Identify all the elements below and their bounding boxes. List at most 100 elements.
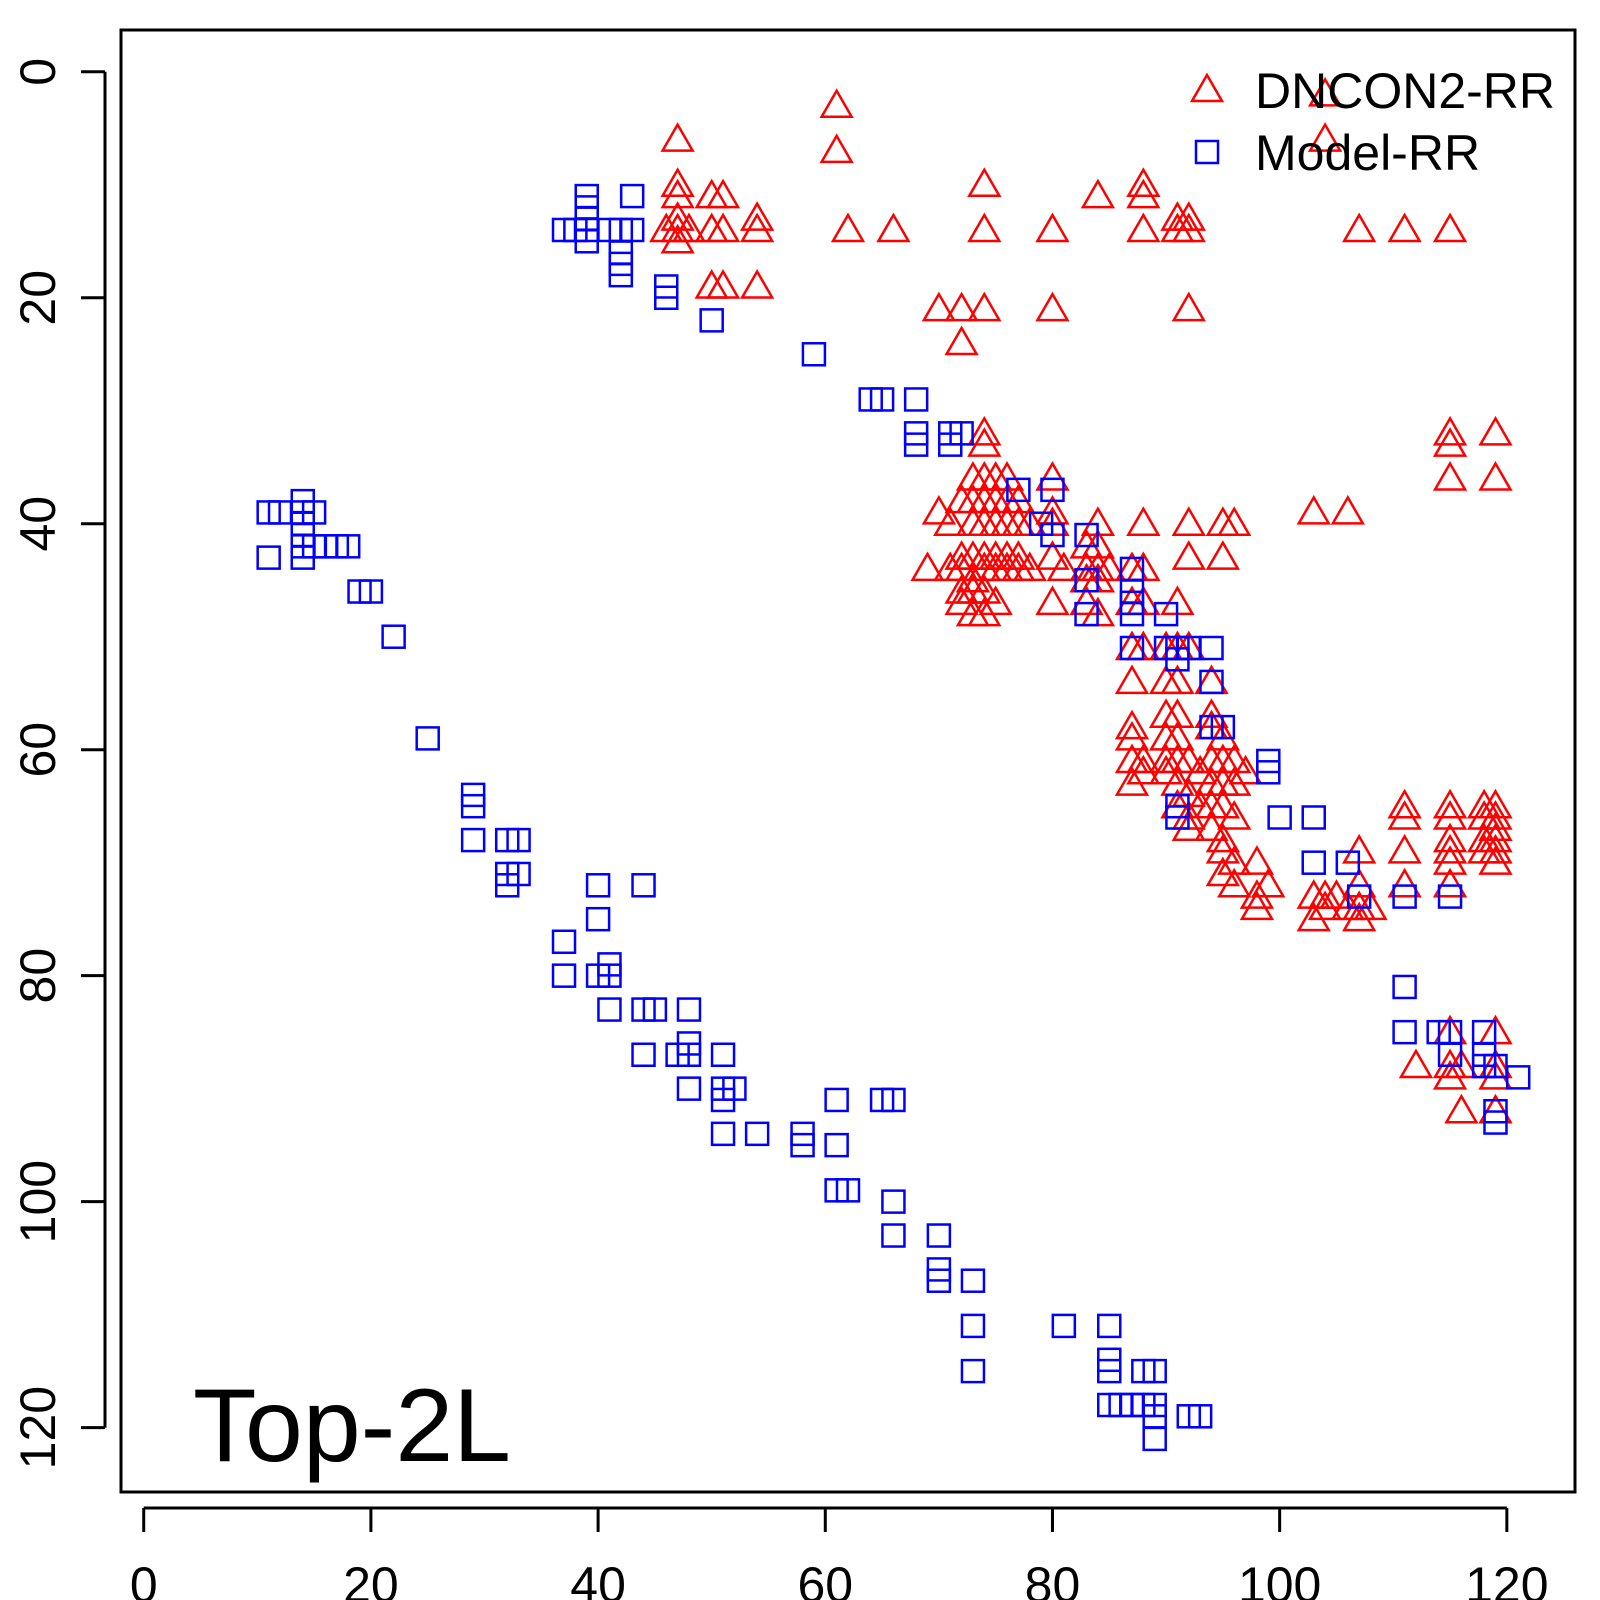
dncon2-rr-point — [660, 167, 695, 198]
dncon2-rr-point — [1296, 901, 1331, 932]
model-rr-point — [506, 827, 531, 853]
dncon2-rr-point — [1035, 291, 1070, 322]
model-rr-point — [1153, 601, 1179, 627]
model-rr-point — [256, 545, 281, 570]
model-rr-point — [1199, 669, 1224, 695]
model-rr-point — [1040, 477, 1065, 503]
dncon2-rr-point — [1432, 799, 1468, 830]
model-rr-point — [1301, 805, 1326, 830]
model-rr-point — [1392, 1019, 1417, 1045]
model-rr-point — [676, 997, 702, 1022]
plot-frame — [119, 28, 1577, 1494]
dncon2-rr-point — [1432, 867, 1468, 898]
dncon2-rr-point — [660, 201, 695, 231]
dncon2-rr-point — [967, 291, 1002, 322]
dncon2-rr-point — [660, 223, 695, 254]
dncon2-rr-point — [1296, 494, 1331, 525]
dncon2-rr-point — [1217, 845, 1252, 875]
model-rr-point — [960, 1358, 986, 1384]
model-rr-point — [415, 726, 440, 751]
dncon2-rr-point — [1148, 754, 1184, 785]
model-rr-point — [903, 387, 929, 412]
dncon2-rr-point — [1160, 664, 1195, 695]
dncon2-rr-point — [1171, 291, 1206, 322]
model-rr-point — [1165, 647, 1190, 672]
dncon2-rr-point — [1432, 822, 1468, 853]
x-tick-label: 20 — [343, 1557, 399, 1600]
dncon2-rr-point — [1307, 890, 1343, 921]
dncon2-rr-point — [1205, 720, 1241, 751]
dncon2-rr-point — [1035, 540, 1070, 570]
x-tick-label: 60 — [797, 1557, 853, 1600]
model-rr-point — [551, 929, 577, 955]
dncon2-rr-point — [1171, 506, 1206, 536]
dncon2-rr-point — [1114, 709, 1150, 740]
dncon2-rr-point — [910, 551, 945, 582]
dncon2-rr-point — [1478, 833, 1513, 864]
model-rr-point — [642, 997, 668, 1022]
dncon2-rr-point — [1444, 1093, 1479, 1124]
model-rr-point — [926, 1223, 952, 1248]
dncon2-rr-point — [1171, 201, 1206, 231]
dncon2-rr-point — [739, 212, 775, 243]
dncon2-rr-point — [1432, 427, 1468, 457]
dncon2-rr-point — [1239, 879, 1275, 909]
model-rr-point — [494, 873, 520, 898]
dncon2-rr-point — [739, 201, 775, 231]
model-rr-point — [881, 1189, 906, 1214]
dncon2-rr-point — [967, 167, 1002, 198]
model-rr-point — [881, 1223, 906, 1248]
dncon2-rr-point — [1432, 788, 1468, 819]
dncon2-rr-point — [1205, 833, 1241, 864]
dncon2-rr-point — [1217, 799, 1252, 830]
y-tick-label: 60 — [10, 722, 66, 778]
dncon2-rr-point — [967, 415, 1002, 446]
model-rr-point — [1097, 1358, 1122, 1384]
dncon2-rr-point — [1126, 212, 1161, 243]
model-rr-point — [290, 545, 315, 570]
dncon2-rr-point — [1035, 461, 1070, 491]
model-rr-point — [1437, 884, 1463, 909]
dncon2-rr-point — [1239, 845, 1275, 875]
model-rr-point — [824, 1087, 849, 1113]
model-rr-point — [926, 1268, 952, 1293]
dncon2-rr-point — [1307, 122, 1343, 152]
dncon2-rr-point — [649, 212, 684, 243]
model-rr-point — [551, 963, 577, 988]
y-tick-label: 0 — [10, 58, 66, 86]
dncon2-rr-point — [967, 427, 1002, 457]
model-rr-point — [710, 1121, 736, 1147]
dncon2-rr-point — [819, 88, 854, 118]
dncon2-rr-point — [1478, 822, 1513, 853]
model-rr-point — [585, 906, 611, 932]
dncon2-rr-point — [876, 212, 911, 243]
dncon2-rr-point — [660, 122, 695, 152]
dncon2-rr-point — [1046, 551, 1081, 582]
dncon2-rr-point — [1478, 415, 1513, 446]
model-rr-point — [1006, 477, 1031, 503]
model-rr-point — [676, 1076, 702, 1101]
model-rr-point — [960, 1313, 986, 1339]
model-rr-point — [631, 873, 656, 898]
x-tick-label: 80 — [1025, 1557, 1081, 1600]
legend-label: Model-RR — [1255, 125, 1480, 181]
model-rr-point — [1335, 850, 1361, 875]
model-rr-point — [1199, 635, 1224, 661]
dncon2-rr-point — [1001, 540, 1036, 570]
dncon2-rr-point — [705, 268, 741, 299]
model-rr-point — [460, 793, 486, 819]
model-rr-point — [631, 1042, 656, 1068]
model-rr-point — [676, 1031, 702, 1056]
dncon2-rr-point — [1478, 811, 1513, 842]
x-tick-label: 0 — [130, 1557, 158, 1600]
model-rr-point — [1097, 1313, 1122, 1339]
dncon2-rr-point — [1160, 698, 1195, 729]
dncon2-rr-point — [1080, 178, 1116, 209]
model-rr-point — [710, 1042, 736, 1068]
dncon2-rr-point — [830, 212, 866, 243]
dncon2-rr-point — [1114, 664, 1150, 695]
model-rr-point — [1142, 1426, 1167, 1452]
model-rr-point — [801, 342, 827, 367]
model-rr-point — [597, 997, 622, 1022]
dncon2-rr-point — [1126, 506, 1161, 536]
